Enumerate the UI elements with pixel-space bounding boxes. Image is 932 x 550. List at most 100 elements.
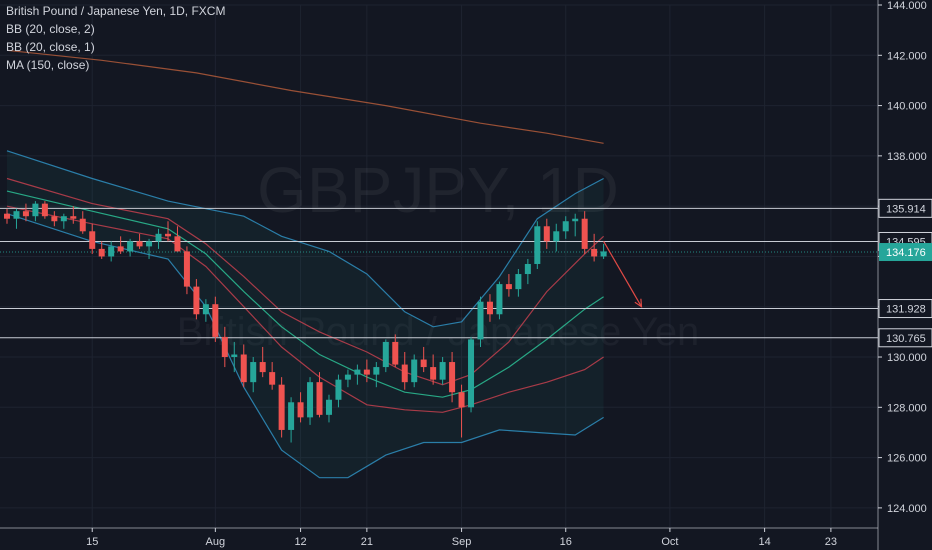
projection-arrow-head — [634, 298, 643, 308]
level-price-tag — [878, 198, 932, 218]
last-price-tag — [879, 243, 932, 262]
candle — [164, 221, 171, 242]
candle — [572, 213, 579, 237]
candle — [4, 208, 10, 224]
candle-body — [288, 402, 295, 430]
candle-body — [392, 341, 399, 365]
candle — [449, 351, 456, 403]
candle-body — [193, 286, 200, 315]
legend: British Pound / Japanese Yen, 1D, FXCM B… — [6, 2, 225, 74]
candle — [98, 241, 105, 259]
candle — [221, 326, 228, 368]
legend-bb2[interactable]: BB (20, close, 2) — [6, 22, 95, 36]
candle — [600, 243, 607, 259]
candle-body — [32, 203, 39, 217]
candle — [60, 213, 67, 229]
candle — [278, 377, 285, 438]
candle — [155, 228, 162, 249]
level-price-label: 135.914 — [886, 203, 926, 215]
x-tick-label: Aug — [206, 536, 226, 548]
legend-bb1[interactable]: BB (20, close, 1) — [6, 40, 95, 54]
candle-body — [250, 362, 257, 383]
candle-body — [136, 241, 143, 247]
legend-title: British Pound / Japanese Yen, 1D, FXCM — [6, 4, 226, 18]
x-tick-label: 21 — [361, 536, 373, 548]
y-tick-label: 138.000 — [887, 151, 927, 163]
candle-body — [581, 218, 588, 249]
x-tick-label: Sep — [452, 536, 472, 548]
candle — [430, 354, 437, 385]
candle — [231, 341, 238, 373]
candle — [591, 233, 598, 262]
y-tick-label: 142.000 — [887, 50, 927, 62]
candle-body — [373, 367, 380, 375]
candle — [562, 216, 569, 239]
candle — [174, 226, 181, 252]
candle-body — [278, 384, 285, 430]
candle — [202, 299, 209, 322]
candle — [316, 372, 323, 418]
candle-body — [591, 248, 598, 257]
candle-body — [543, 226, 550, 242]
candle — [41, 201, 48, 219]
y-tick-label: 124.000 — [887, 503, 927, 515]
candle-body — [439, 362, 446, 380]
candle-body — [354, 369, 361, 375]
candle — [51, 211, 58, 227]
candle-body — [553, 231, 560, 242]
y-tick-label: 126.000 — [887, 453, 927, 465]
candle-body — [505, 284, 512, 290]
candle — [183, 246, 190, 295]
y-tick-label: 144.000 — [887, 0, 927, 12]
candle-body — [316, 382, 323, 415]
x-tick-label: Oct — [661, 536, 678, 548]
candle-body — [127, 241, 134, 252]
x-tick-label: 12 — [294, 536, 306, 548]
candle — [382, 339, 389, 373]
candle-body — [363, 369, 370, 375]
x-tick-label: 14 — [758, 536, 770, 548]
candle — [373, 362, 380, 388]
candle-body — [174, 236, 181, 252]
level-price-label: 131.928 — [886, 304, 926, 316]
candle — [515, 269, 522, 297]
candle — [307, 377, 314, 425]
candle-body — [22, 211, 29, 217]
candle-body — [572, 218, 579, 222]
candle — [127, 238, 134, 257]
candle-body — [259, 362, 266, 373]
candle — [439, 357, 446, 385]
candle-body — [41, 203, 48, 217]
candle — [297, 392, 304, 423]
candle-body — [401, 364, 408, 383]
candle-body — [108, 246, 115, 257]
candle — [108, 241, 115, 262]
candle — [89, 223, 96, 254]
candle — [136, 233, 143, 249]
candle-body — [307, 382, 314, 418]
y-tick-label: 128.000 — [887, 402, 927, 414]
candle — [524, 258, 531, 285]
candle-body — [202, 304, 209, 315]
bb1-lower-line — [6, 205, 604, 413]
x-tick-label: 23 — [825, 536, 837, 548]
candle-body — [269, 372, 276, 385]
legend-ma[interactable]: MA (150, close) — [6, 58, 90, 72]
candle-body — [449, 362, 456, 393]
last-price-label: 134.176 — [886, 247, 926, 259]
level-price-tag — [878, 299, 932, 319]
candle — [259, 346, 266, 378]
candle — [240, 344, 247, 388]
candle — [477, 296, 484, 347]
candle-body — [411, 359, 418, 383]
candle — [79, 211, 86, 234]
candle — [401, 351, 408, 390]
candle — [22, 203, 29, 222]
candle — [505, 274, 512, 297]
candle — [13, 208, 20, 229]
candle — [392, 334, 399, 368]
candle-body — [344, 374, 351, 380]
candle-body — [562, 221, 569, 232]
